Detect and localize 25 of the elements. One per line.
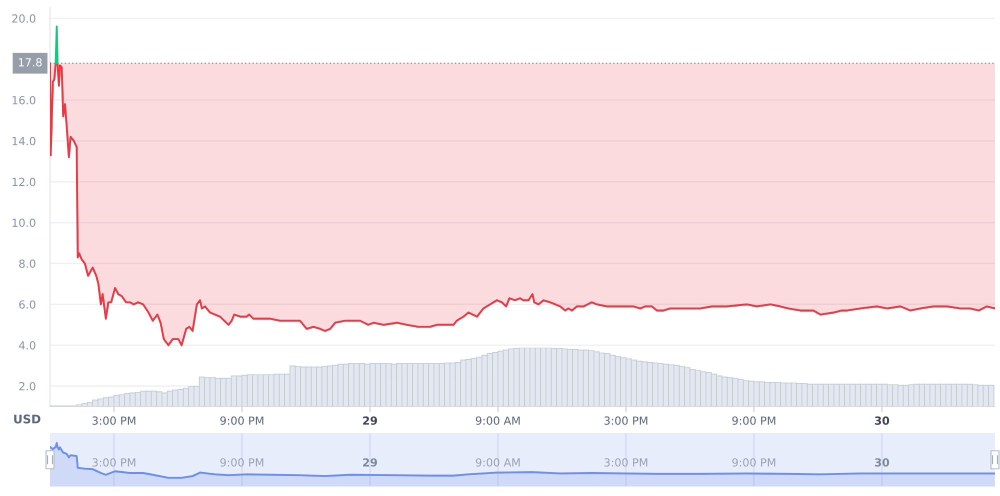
y-tick-label: 8.0 (19, 259, 36, 268)
y-tick-label: 2.0 (19, 382, 36, 390)
x-tick-label: 9:00 PM (220, 458, 264, 467)
x-tick-label: 30 (874, 416, 890, 425)
x-tick-label: 9:00 AM (476, 458, 520, 467)
y-tick-label: 12.0 (12, 178, 36, 186)
x-tick-label: 9:00 PM (220, 416, 264, 425)
x-tick-label: 9:00 AM (476, 416, 520, 425)
y-tick-label: 14.0 (12, 136, 36, 146)
ref-line-label: 17.8 (18, 58, 42, 66)
y-tick-label: 4.0 (18, 341, 36, 350)
x-tick-label: 29 (363, 458, 377, 467)
y-tick-label: 6.0 (19, 300, 36, 309)
y-axis-title: USD (14, 414, 40, 424)
y-tick-label: 20.0 (12, 14, 36, 23)
x-tick-label: 3:00 PM (604, 416, 648, 425)
x-tick-label: 30 (874, 458, 890, 467)
x-tick-label: 3:00 PM (92, 416, 136, 425)
x-tick-label: 9:00 PM (732, 416, 776, 425)
y-tick-label: 16.0 (12, 96, 36, 104)
x-tick-label: 29 (363, 416, 377, 425)
y-tick-label: 10.0 (12, 218, 36, 227)
x-tick-label: 3:00 PM (92, 458, 136, 467)
x-tick-label: 3:00 PM (604, 458, 648, 467)
x-tick-label: 9:00 PM (732, 458, 776, 467)
